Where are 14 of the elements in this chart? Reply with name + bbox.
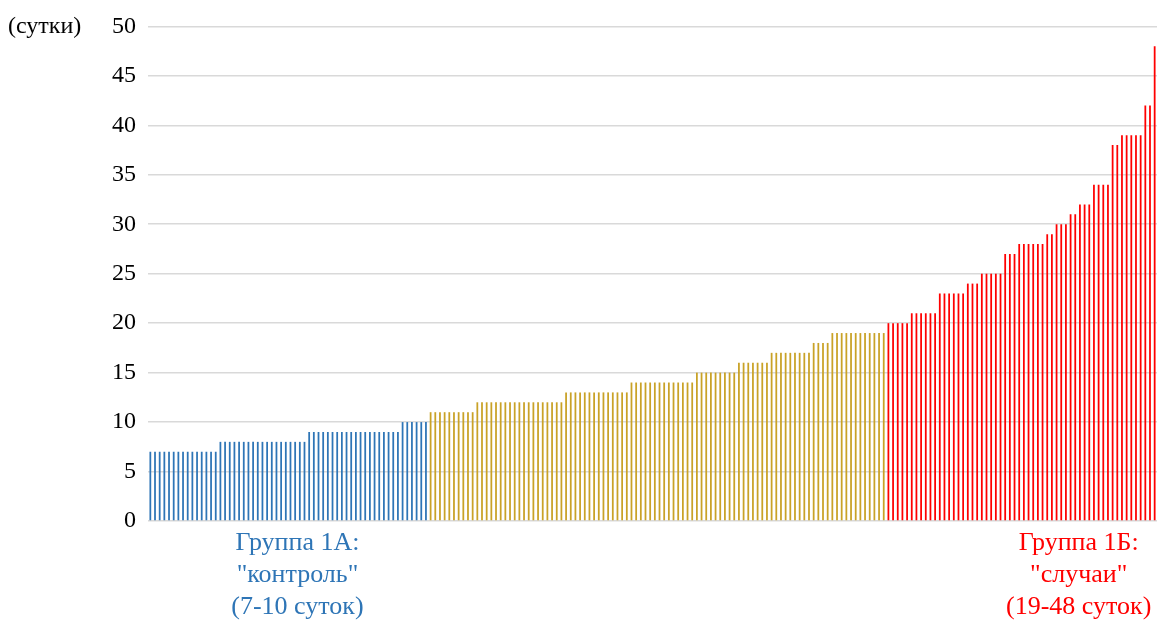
y-tick-label: 15	[112, 357, 136, 384]
y-tick-label: 45	[112, 61, 136, 88]
text: Группа 1А: "контроль" (7-10 суток)	[231, 526, 364, 622]
y-tick-label: 25	[112, 259, 136, 285]
y-tick-label: 50	[112, 11, 136, 38]
y-tick-label: 5	[124, 456, 136, 483]
y-tick-label: 40	[112, 110, 136, 137]
y-tick-label: 35	[112, 160, 136, 187]
y-tick-label: 20	[112, 308, 136, 335]
y-tick-label: 10	[112, 407, 136, 434]
y-axis-title: (сутки)	[8, 12, 82, 39]
y-tick-label: 30	[112, 209, 136, 236]
text: Группа 1Б: "случаи" (19-48 суток)	[1006, 526, 1152, 622]
y-tick-label: 0	[124, 506, 136, 533]
